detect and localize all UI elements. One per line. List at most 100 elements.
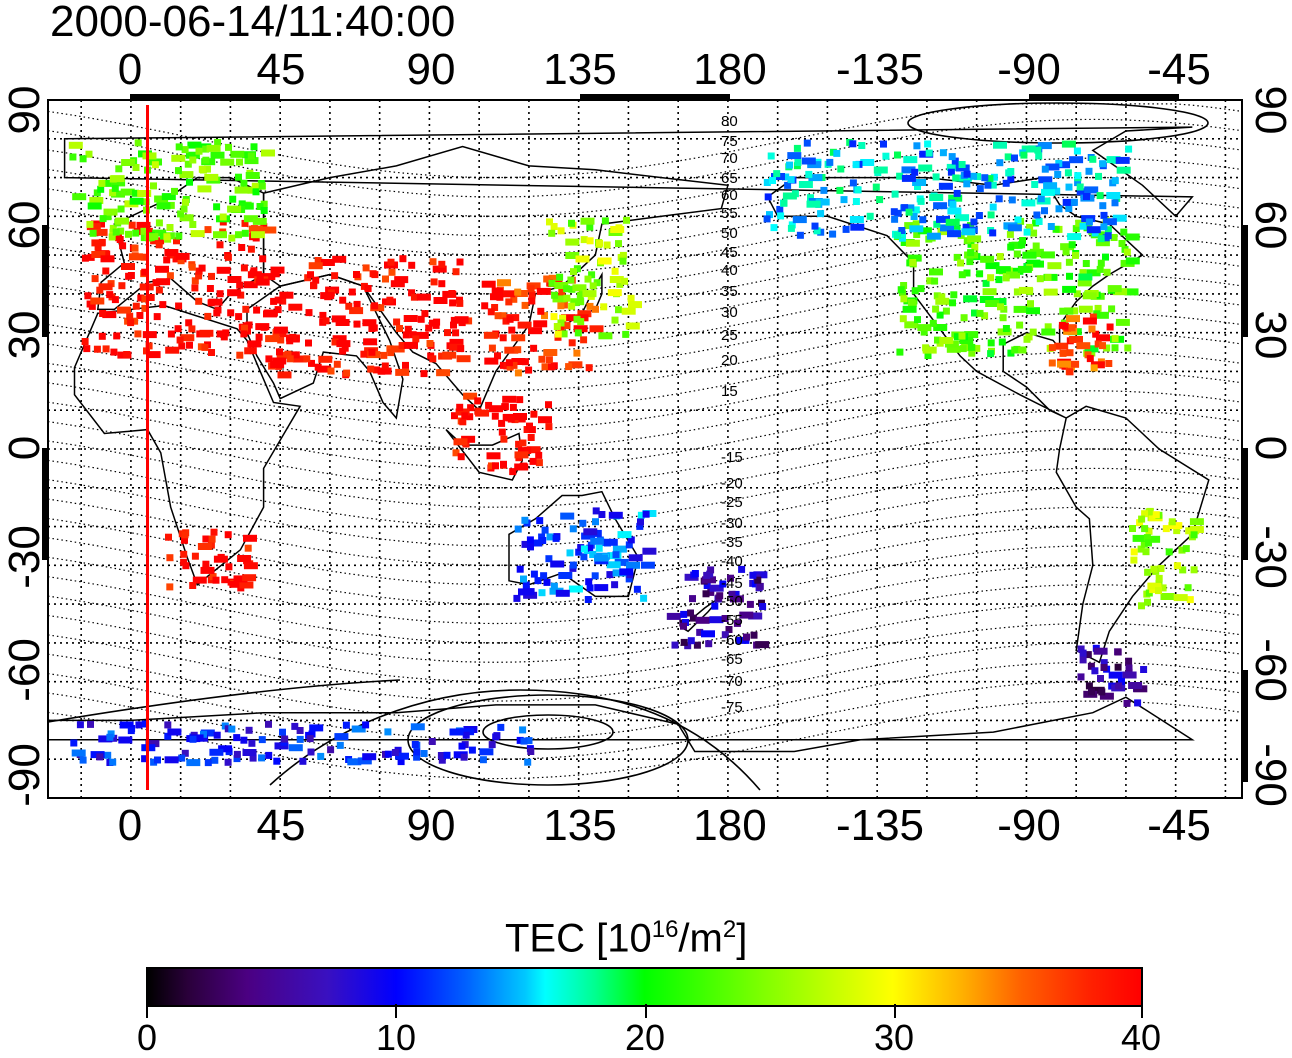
tec-point	[109, 189, 117, 197]
tec-point	[963, 269, 971, 277]
tec-point	[175, 232, 183, 240]
tec-point	[1182, 545, 1190, 553]
tec-point	[1173, 527, 1181, 535]
tec-point	[485, 401, 493, 409]
geomagnetic-contour	[47, 390, 1243, 470]
colorbar-title-prefix: TEC [10	[505, 916, 652, 961]
tec-point	[981, 312, 989, 320]
tec-point	[1041, 188, 1055, 196]
tec-point	[671, 641, 679, 649]
tec-point	[224, 531, 232, 539]
tec-point	[166, 272, 174, 280]
tec-point	[725, 626, 733, 633]
tec-point	[1104, 232, 1112, 240]
tec-point	[837, 165, 845, 173]
tec-point	[449, 728, 464, 736]
tec-point	[773, 170, 781, 178]
tec-point	[258, 754, 266, 762]
tec-point	[362, 319, 377, 327]
tec-point	[1048, 359, 1056, 367]
tec-point	[210, 151, 225, 159]
tec-point	[279, 728, 286, 736]
tec-point	[554, 282, 569, 289]
tec-point	[1114, 663, 1122, 671]
tec-point	[1013, 288, 1021, 296]
tec-point	[229, 195, 237, 203]
tec-point	[577, 544, 585, 552]
tec-point	[108, 233, 116, 241]
tec-point	[1066, 315, 1080, 323]
tec-point	[933, 202, 948, 210]
tec-point	[238, 244, 246, 251]
tec-point	[225, 563, 233, 571]
tec-point	[222, 329, 230, 337]
tec-point	[627, 294, 635, 302]
tec-point	[518, 588, 532, 596]
tec-point	[621, 307, 636, 315]
tec-point	[1125, 257, 1140, 265]
tec-point	[1096, 192, 1104, 200]
geomagnetic-contour	[47, 545, 1243, 625]
tec-point	[967, 240, 975, 248]
tec-point	[113, 332, 121, 340]
tec-point	[213, 231, 227, 239]
tec-point	[296, 727, 304, 734]
tec-point	[1162, 525, 1170, 533]
tec-point	[585, 364, 593, 372]
tec-point	[286, 355, 294, 363]
tec-point	[150, 758, 158, 766]
tec-point	[1082, 260, 1090, 267]
tec-point	[1035, 218, 1043, 225]
tec-point	[387, 349, 395, 357]
tec-point	[796, 231, 804, 239]
tec-point	[968, 349, 976, 357]
tec-point	[71, 749, 86, 757]
tec-point	[155, 219, 163, 227]
tec-point	[204, 759, 212, 767]
tec-point	[584, 596, 592, 603]
tec-point	[235, 231, 242, 239]
geomagnetic-contour	[47, 428, 1243, 508]
tec-point	[514, 525, 522, 533]
tec-point	[1090, 364, 1098, 372]
tec-point	[384, 728, 392, 736]
tec-point	[826, 158, 834, 166]
tec-point	[1012, 346, 1027, 354]
right-edge-bar	[1242, 448, 1248, 560]
tec-point	[1128, 682, 1143, 689]
tec-point	[597, 257, 612, 265]
tec-point	[136, 221, 151, 229]
tec-point	[129, 197, 144, 205]
tec-point	[557, 227, 565, 235]
tec-point	[288, 744, 303, 752]
tec-point	[481, 302, 489, 310]
tec-point	[253, 306, 261, 314]
tec-point	[625, 575, 633, 583]
geomagnetic-contour	[47, 293, 1243, 373]
tec-point	[516, 396, 524, 404]
tec-point	[953, 189, 961, 197]
tec-point	[260, 207, 268, 214]
tec-point	[711, 602, 719, 610]
tec-point	[497, 279, 511, 287]
tec-point	[204, 312, 212, 320]
tec-point	[198, 264, 206, 272]
tec-point	[580, 236, 588, 244]
tec-point	[489, 405, 503, 413]
contour-label: 35	[721, 283, 738, 300]
tec-point	[1072, 225, 1080, 233]
tec-point	[501, 290, 516, 298]
tec-point	[145, 227, 153, 235]
tec-point	[1085, 218, 1093, 226]
tec-point	[565, 252, 580, 259]
tec-point	[565, 363, 573, 371]
tec-point	[430, 278, 438, 286]
tec-point	[524, 447, 532, 454]
tec-point	[516, 565, 524, 573]
tec-point	[357, 757, 372, 765]
tec-point	[806, 200, 821, 208]
tec-point	[1007, 349, 1015, 357]
tec-point	[793, 144, 801, 152]
tec-point	[540, 572, 548, 580]
geomagnetic-contour	[47, 196, 1243, 276]
